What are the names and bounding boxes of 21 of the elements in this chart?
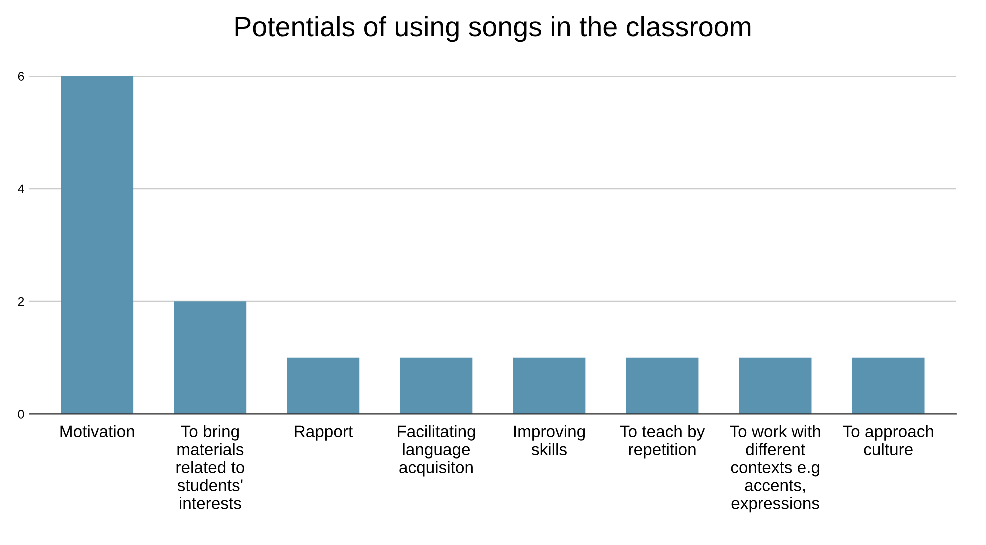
x-tick-label: Facilitating language acquisiton bbox=[398, 425, 476, 477]
bar bbox=[513, 358, 586, 414]
x-tick-label: Rapport bbox=[295, 426, 353, 441]
x-tick-label: To bring materials related to students' interests bbox=[176, 425, 244, 510]
y-tick-label: 4 bbox=[18, 184, 24, 194]
y-tick-label: 2 bbox=[18, 297, 24, 306]
bar bbox=[61, 76, 134, 414]
x-tick-label: To approach culture bbox=[843, 425, 934, 456]
chart-title: Potentials of using songs in the classroom bbox=[236, 16, 751, 42]
bar bbox=[400, 358, 473, 414]
bar bbox=[626, 358, 699, 414]
bar bbox=[174, 302, 247, 414]
y-tick-label: 0 bbox=[18, 410, 24, 419]
x-tick-label: To work with different contexts e.g accents, expressions bbox=[730, 425, 820, 513]
x-tick-label: Improving skills bbox=[514, 425, 586, 456]
x-tick-label: To teach by repetition bbox=[620, 425, 706, 459]
bar bbox=[287, 358, 360, 414]
bar bbox=[739, 358, 812, 414]
y-tick-label: 6 bbox=[18, 72, 24, 81]
x-tick-label: Motivation bbox=[60, 425, 134, 438]
bar bbox=[852, 358, 925, 414]
